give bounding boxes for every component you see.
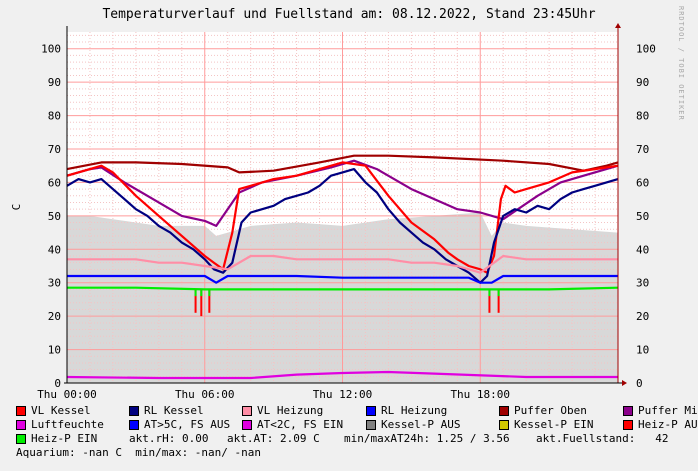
y-tick-label-left: 60 [48,176,61,189]
y-tick-label-right: 90 [636,76,649,89]
legend-swatch [16,420,26,430]
series-vl-heizung [67,254,618,274]
y-tick-label-right: 30 [636,277,649,290]
legend-row-4: Aquarium: -nan C min/max: -nan/ -nan [16,446,698,460]
legend-label: Puffer Mitte [638,404,698,417]
stat-minmax: min/maxAT24h: 1.25 / 3.56 [344,432,510,445]
y-tick-label-left: 90 [48,76,61,89]
y-tick-label-left: 20 [48,310,61,323]
watermark: RRDTOOL / TOBI OETIKER [677,6,685,121]
legend: VL Kessel RL Kessel VL Heizung RL Heizung Pu… [16,404,698,460]
y-axis-arrow [615,23,621,28]
y-tick-label-right: 0 [636,377,643,390]
legend-item: AT<2C, FS EIN [242,418,366,432]
y-tick-label-left: 30 [48,277,61,290]
legend-swatch [366,420,376,430]
y-tick-label-right: 80 [636,110,649,123]
series-vl-kessel [66,161,619,274]
legend-swatch [623,406,633,416]
legend-swatch [242,406,252,416]
x-tick-label: Thu 18:00 [450,388,510,401]
legend-item: Heiz-P AUS [623,418,698,432]
x-tick-label: Thu 06:00 [175,388,235,401]
y-tick-label-left: 10 [48,344,61,357]
legend-item: VL Kessel [16,404,129,418]
y-tick-label-left: 50 [48,210,61,223]
legend-item: AT>5C, FS AUS [129,418,242,432]
legend-label: AT<2C, FS EIN [257,418,344,431]
chart-title: Temperaturverlauf und Fuellstand am: 08.… [102,7,596,22]
legend-label: Luftfeuchte [31,418,104,431]
legend-swatch [129,406,139,416]
stat-at: akt.AT: 2.09 C [227,432,320,445]
tick-label-layer: 0 0 10 10 20 20 30 30 40 40 50 50 60 60 70 70 80 80 90 90 10… [37,43,656,401]
legend-swatch [499,406,509,416]
x-tick-label: Thu 00:00 [37,388,97,401]
x-axis-arrow [622,380,627,386]
legend-swatch [366,406,376,416]
stat-fuellstand: akt.Fuellstand: 42 [536,432,669,445]
legend-item: Puffer Oben [499,404,623,418]
legend-item: RL Heizung [366,404,499,418]
legend-swatch-heiz-p-ein [16,434,26,444]
legend-item: Kessel-P EIN [499,418,623,432]
legend-label: Heiz-P EIN [31,432,98,445]
legend-item: VL Heizung [242,404,366,418]
legend-row-1: VL Kessel RL Kessel VL Heizung RL Heizung Pu… [16,404,698,418]
legend-swatch [16,406,26,416]
y-tick-label-left: 0 [54,377,61,390]
series-puffer-oben [66,154,619,174]
legend-label: Heiz-P AUS [638,418,698,431]
axis-layer [64,23,627,386]
legend-item: Puffer Mitte [623,404,698,418]
legend-swatch [499,420,509,430]
legend-label: Kessel-P AUS [381,418,461,431]
legend-swatch [623,420,633,430]
legend-row-2: Luftfeuchte AT>5C, FS AUS AT<2C, FS EIN Kes… [16,418,698,432]
y-axis-label: C [10,204,23,211]
y-tick-label-left: 40 [48,243,61,256]
legend-label: RL Kessel [144,404,204,417]
legend-label: RL Heizung [381,404,448,417]
legend-label: Kessel-P EIN [514,418,594,431]
y-tick-label-left: 100 [41,43,61,56]
y-tick-label-right: 100 [636,43,656,56]
aquarium-stat: Aquarium: -nan C min/max: -nan/ -nan [16,446,262,459]
legend-item: Kessel-P AUS [366,418,499,432]
series-rl-heizung [67,274,618,284]
x-tick-label: Thu 12:00 [313,388,373,401]
legend-item: RL Kessel [129,404,242,418]
stat-rh: akt.rH: 0.00 [129,432,209,445]
y-tick-label-right: 20 [636,310,649,323]
series-heiz-p-ein [67,286,619,291]
legend-label: Puffer Oben [514,404,587,417]
series-rl-kessel [66,168,619,284]
y-tick-label-left: 80 [48,110,61,123]
y-tick-label-right: 50 [636,210,649,223]
legend-label: VL Heizung [257,404,324,417]
legend-swatch [129,420,139,430]
y-tick-label-left: 70 [48,143,61,156]
legend-row-3: Heiz-P EIN akt.rH: 0.00 akt.AT: 2.09 C m… [16,432,698,446]
y-tick-label-right: 40 [636,243,649,256]
legend-label: AT>5C, FS AUS [144,418,231,431]
series-luftfeuchte [66,370,618,380]
y-tick-label-right: 70 [636,143,649,156]
legend-item: Luftfeuchte [16,418,129,432]
series-layer [66,154,619,380]
y-tick-label-right: 10 [636,344,649,357]
legend-item: Heiz-P EIN [16,432,129,446]
legend-swatch [242,420,252,430]
y-tick-label-right: 60 [636,176,649,189]
legend-label: VL Kessel [31,404,91,417]
